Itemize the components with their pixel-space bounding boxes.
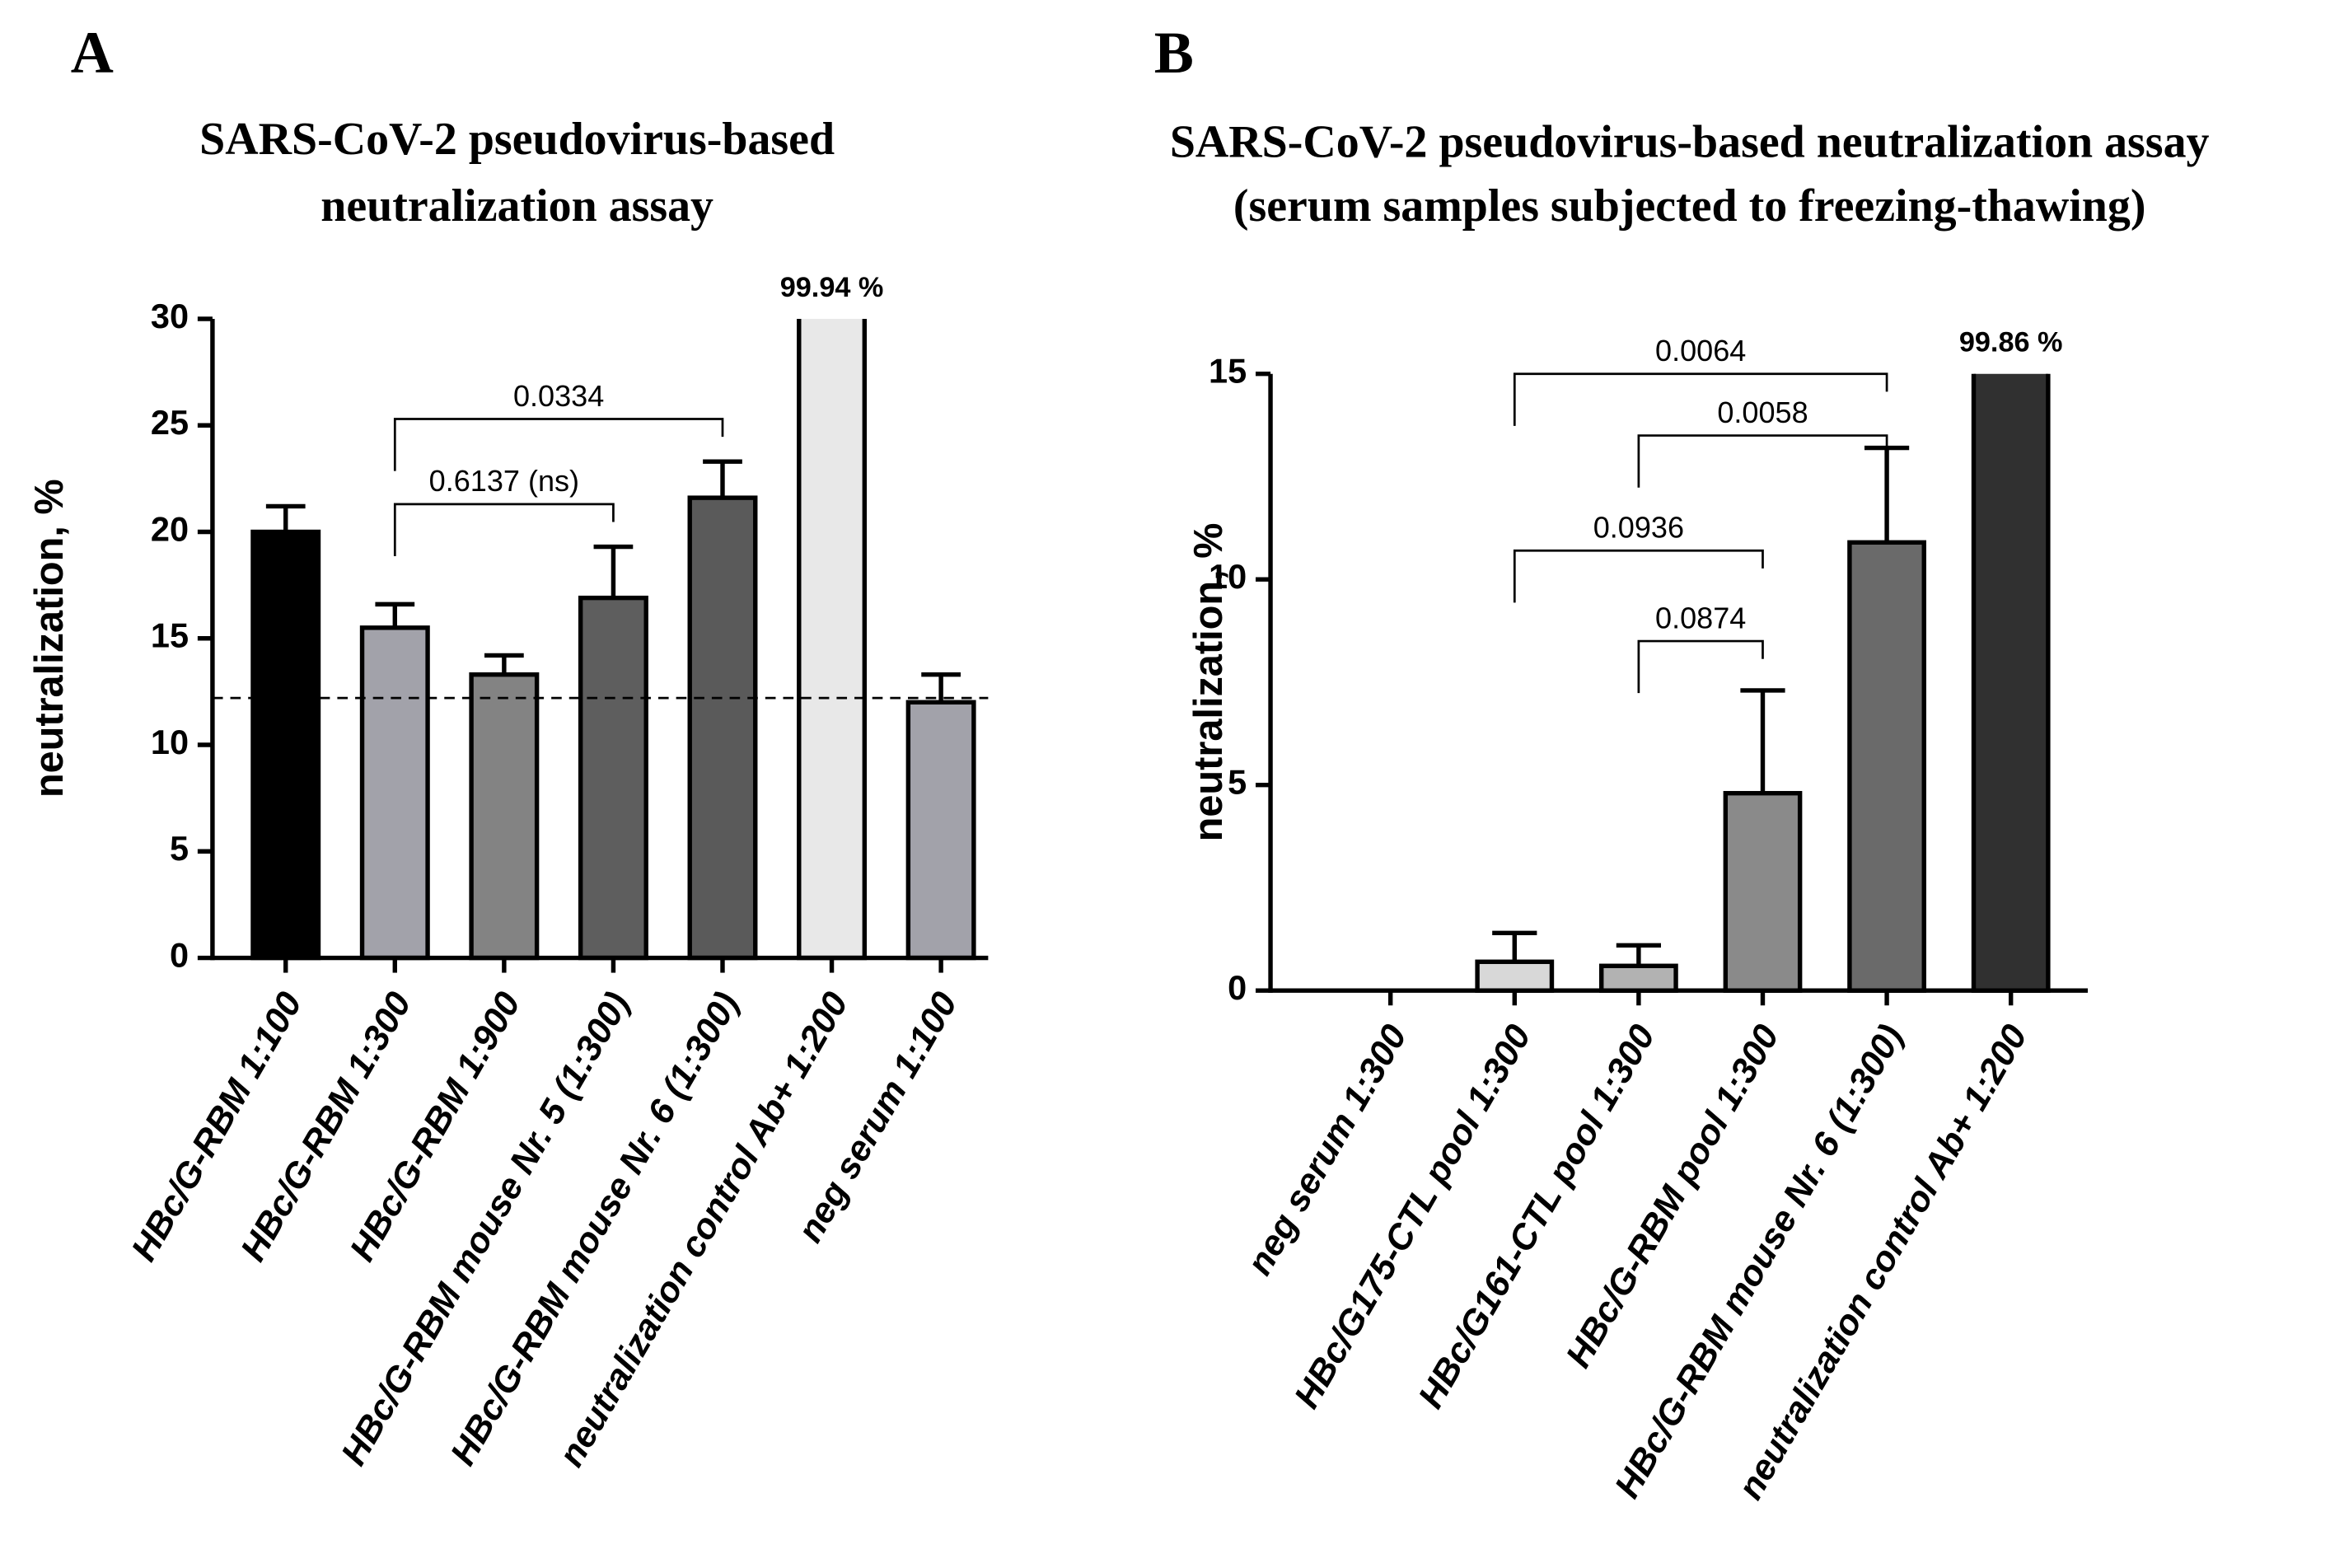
x-tick-label: HBc/G161-CTL pool 1:300 [1411, 1018, 1663, 1415]
y-axis-label: neutralization, % [27, 479, 72, 798]
bar [578, 595, 648, 961]
significance-bracket [393, 503, 615, 557]
y-tick-label: 10 [1209, 557, 1247, 596]
significance-label: 0.0064 [1655, 334, 1746, 367]
bar [469, 672, 540, 961]
y-tick-label: 0 [170, 935, 189, 974]
chart-title: SARS-CoV-2 pseudovirus-based neutralizat… [1170, 117, 2210, 168]
error-bar [1740, 688, 1785, 793]
bar [1847, 540, 1926, 993]
error-bar [375, 601, 415, 628]
bar [687, 495, 758, 961]
bar [1599, 963, 1678, 993]
chart-title: (serum samples subjected to freezing-tha… [1233, 180, 2146, 232]
significance-label: 0.0936 [1593, 511, 1684, 545]
significance-label: 0.0874 [1655, 601, 1746, 634]
significance-bracket [1637, 434, 1888, 488]
error-bar [265, 503, 306, 532]
y-tick-label: 25 [151, 403, 189, 442]
error-bar [703, 459, 742, 498]
y-tick-label: 0 [1228, 968, 1247, 1007]
panel-letter: A [71, 20, 114, 86]
y-tick-label: 5 [1228, 763, 1247, 802]
y-axis-label: neutralization, % [1186, 523, 1231, 842]
panel-letter: B [1154, 20, 1194, 86]
significance-bracket [1513, 549, 1764, 603]
significance-bracket [1513, 372, 1888, 426]
bar [905, 700, 976, 961]
bars [1475, 373, 2051, 993]
chart-title: SARS-CoV-2 pseudovirus-based [199, 114, 835, 165]
bar [359, 625, 430, 961]
error-bar [593, 544, 634, 598]
error-bar [1864, 445, 1910, 543]
x-tick-label: HBc/G-RBM pool 1:300 [1559, 1018, 1787, 1374]
significance-bracket [393, 418, 724, 471]
bar [1723, 790, 1803, 993]
value-label: 99.86 % [1959, 327, 2063, 358]
error-bar [921, 672, 961, 703]
y-tick-label: 15 [1209, 352, 1247, 391]
bar [250, 529, 321, 961]
significance-label: 0.0334 [513, 379, 604, 413]
significance-bracket [1637, 639, 1764, 694]
error-bar [484, 653, 524, 675]
significance-label: 0.6137 (ns) [429, 464, 579, 498]
bar [1475, 959, 1555, 993]
value-label: 99.94 % [780, 272, 884, 303]
y-tick-label: 30 [151, 297, 189, 335]
y-tick-label: 5 [170, 829, 189, 868]
chart-title: neutralization assay [320, 180, 714, 232]
y-tick-label: 20 [151, 509, 189, 548]
y-tick-label: 15 [151, 616, 189, 655]
y-tick-label: 10 [151, 723, 189, 761]
error-bar [1616, 943, 1661, 967]
x-tick-label: HBc/G175-CTL pool 1:300 [1287, 1018, 1539, 1415]
significance-label: 0.0058 [1717, 396, 1808, 429]
error-bar [1492, 930, 1537, 962]
